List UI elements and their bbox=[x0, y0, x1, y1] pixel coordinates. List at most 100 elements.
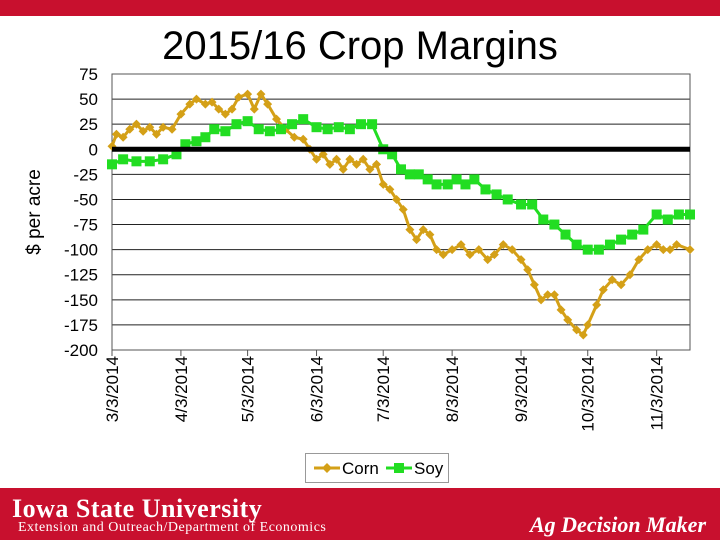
corn-line bbox=[110, 90, 691, 338]
corn-point bbox=[625, 270, 635, 280]
soy-point bbox=[171, 149, 182, 160]
soy-point bbox=[253, 124, 264, 135]
corn-point bbox=[256, 89, 266, 99]
soy-point bbox=[593, 244, 604, 255]
corn-point bbox=[465, 250, 475, 260]
corn-point bbox=[652, 240, 662, 250]
corn-point bbox=[338, 164, 348, 174]
corn-point bbox=[378, 179, 388, 189]
corn-point bbox=[191, 94, 201, 104]
x-tick-label: 8/3/2014 bbox=[443, 356, 462, 422]
corn-point bbox=[634, 255, 644, 265]
soy-point bbox=[662, 214, 673, 225]
corn-point bbox=[529, 280, 539, 290]
corn-point bbox=[607, 275, 617, 285]
y-tick-label: -150 bbox=[64, 291, 98, 310]
corn-point bbox=[507, 245, 517, 255]
footer-bar bbox=[0, 488, 720, 540]
soy-point bbox=[413, 169, 424, 180]
corn-point bbox=[214, 104, 224, 114]
corn-point bbox=[167, 124, 177, 134]
corn-point bbox=[498, 240, 508, 250]
y-tick-label: -25 bbox=[73, 165, 98, 184]
soy-point bbox=[231, 119, 242, 130]
corn-point bbox=[249, 104, 259, 114]
soy-point bbox=[209, 124, 220, 135]
corn-point bbox=[145, 122, 155, 132]
corn-point bbox=[616, 280, 626, 290]
corn-point bbox=[151, 129, 161, 139]
university-logo-text: Iowa State University bbox=[12, 494, 263, 523]
corn-point bbox=[220, 109, 230, 119]
corn-point bbox=[263, 99, 273, 109]
soy-point bbox=[287, 119, 298, 130]
corn-point bbox=[289, 132, 299, 142]
x-tick-label: 11/3/2014 bbox=[648, 356, 667, 430]
soy-point bbox=[516, 199, 527, 210]
corn-point bbox=[176, 109, 186, 119]
soy-point bbox=[158, 154, 169, 165]
corn-point bbox=[592, 300, 602, 310]
corn-point bbox=[643, 245, 653, 255]
x-tick-label: 6/3/2014 bbox=[308, 356, 327, 422]
corn-point bbox=[685, 245, 695, 255]
soy-point bbox=[502, 194, 513, 205]
soy-point bbox=[571, 239, 582, 250]
soy-point bbox=[180, 139, 191, 150]
corn-point bbox=[312, 154, 322, 164]
soy-point bbox=[264, 126, 275, 137]
corn-point bbox=[563, 315, 573, 325]
corn-point bbox=[243, 89, 253, 99]
corn-point bbox=[385, 184, 395, 194]
corn-point bbox=[672, 240, 682, 250]
corn-point bbox=[536, 295, 546, 305]
corn-point bbox=[111, 129, 121, 139]
corn-legend-marker bbox=[322, 463, 332, 473]
corn-point bbox=[325, 159, 335, 169]
soy-point bbox=[442, 179, 453, 190]
corn-point bbox=[412, 235, 422, 245]
y-tick-label: -200 bbox=[64, 341, 98, 360]
brand-text: Ag Decision Maker bbox=[530, 512, 706, 537]
soy-point bbox=[627, 229, 638, 240]
corn-point bbox=[425, 230, 435, 240]
soy-point bbox=[191, 136, 202, 147]
y-tick-label: -125 bbox=[64, 266, 98, 285]
soy-point bbox=[333, 122, 344, 133]
corn-point bbox=[665, 245, 675, 255]
corn-point bbox=[352, 159, 362, 169]
corn-point bbox=[227, 104, 237, 114]
corn-point bbox=[207, 97, 217, 107]
soy-point bbox=[242, 116, 253, 127]
x-tick-label: 3/3/2014 bbox=[103, 356, 122, 422]
soy-point bbox=[404, 169, 415, 180]
department-text: Extension and Outreach/Department of Eco… bbox=[18, 520, 327, 535]
corn-point bbox=[447, 245, 457, 255]
corn-point bbox=[358, 154, 368, 164]
chart-legend: Corn Soy bbox=[305, 453, 449, 483]
corn-point bbox=[200, 99, 210, 109]
corn-point bbox=[658, 245, 668, 255]
y-tick-label: -175 bbox=[64, 316, 98, 335]
soy-point bbox=[651, 209, 662, 220]
y-tick-label: 25 bbox=[79, 115, 98, 134]
soy-point bbox=[549, 219, 560, 230]
soy-point bbox=[538, 214, 549, 225]
corn-point bbox=[318, 149, 328, 159]
soy-point bbox=[685, 209, 695, 220]
soy-point bbox=[527, 199, 538, 210]
soy-point bbox=[673, 209, 684, 220]
corn-point bbox=[432, 245, 442, 255]
corn-point bbox=[234, 92, 244, 102]
soy-point bbox=[638, 224, 649, 235]
y-tick-label: 75 bbox=[79, 65, 98, 84]
y-tick-label: 0 bbox=[89, 140, 98, 159]
corn-point bbox=[118, 132, 128, 142]
corn-legend-label: Corn bbox=[342, 459, 379, 478]
corn-point bbox=[556, 305, 566, 315]
x-tick-label: 7/3/2014 bbox=[374, 356, 393, 422]
soy-point bbox=[387, 149, 398, 160]
soy-point bbox=[200, 132, 211, 143]
y-tick-label: 50 bbox=[79, 90, 98, 109]
